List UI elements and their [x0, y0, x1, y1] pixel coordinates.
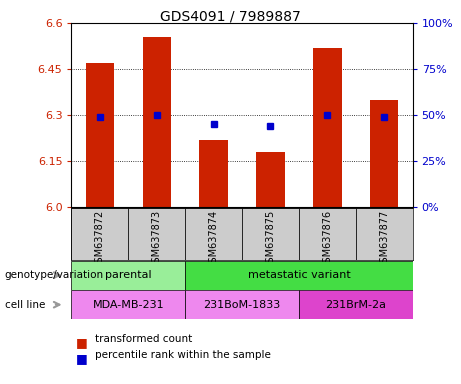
Bar [370, 100, 398, 207]
Text: percentile rank within the sample: percentile rank within the sample [95, 350, 271, 360]
Text: GSM637876: GSM637876 [322, 210, 332, 269]
Bar [242, 208, 299, 260]
Bar [185, 261, 413, 290]
Bar [71, 208, 128, 260]
Bar [299, 208, 356, 260]
Text: GSM637873: GSM637873 [152, 210, 162, 269]
Text: 231BrM-2a: 231BrM-2a [325, 300, 386, 310]
Text: GSM637875: GSM637875 [266, 210, 276, 269]
Bar [142, 37, 171, 207]
Text: cell line: cell line [5, 300, 45, 310]
Text: metastatic variant: metastatic variant [248, 270, 350, 280]
Text: genotype/variation: genotype/variation [5, 270, 104, 280]
Text: GSM637874: GSM637874 [208, 210, 219, 269]
Bar [256, 152, 285, 207]
Text: GDS4091 / 7989887: GDS4091 / 7989887 [160, 10, 301, 23]
Bar [200, 140, 228, 207]
Text: parental: parental [105, 270, 152, 280]
Text: MDA-MB-231: MDA-MB-231 [93, 300, 164, 310]
Bar [299, 290, 413, 319]
Text: ■: ■ [76, 352, 88, 365]
Bar [185, 208, 242, 260]
Bar [128, 208, 185, 260]
Text: transformed count: transformed count [95, 334, 192, 344]
Bar [356, 208, 413, 260]
Text: ■: ■ [76, 336, 88, 349]
Text: GSM637877: GSM637877 [379, 210, 389, 269]
Bar [86, 63, 114, 207]
Bar [313, 48, 342, 207]
Text: GSM637872: GSM637872 [95, 210, 105, 269]
Bar [185, 290, 299, 319]
Bar [71, 290, 185, 319]
Bar [71, 261, 185, 290]
Text: 231BoM-1833: 231BoM-1833 [203, 300, 281, 310]
